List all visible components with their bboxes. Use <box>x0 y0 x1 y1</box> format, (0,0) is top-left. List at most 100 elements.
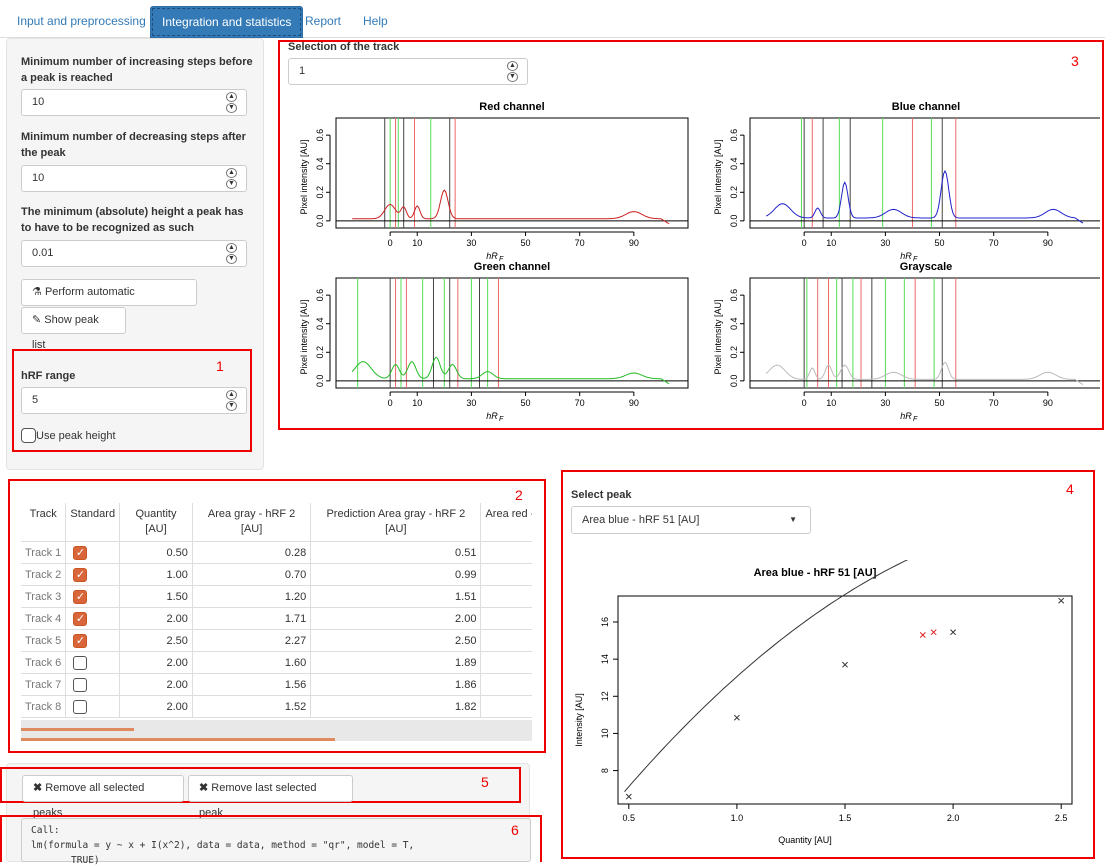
point-mark <box>842 661 848 668</box>
x-tick-label: 70 <box>575 398 585 408</box>
table-row[interactable]: Track 6 2.00 1.60 1.89 <box>21 651 532 674</box>
perform-integration-button[interactable]: ⚗ Perform automatic integration <box>21 279 197 323</box>
x-tick-label: 50 <box>935 398 945 408</box>
table-row[interactable]: Track 2 ✓ 1.00 0.70 0.99 <box>21 563 532 586</box>
data-point <box>625 793 632 800</box>
table-row[interactable]: Track 1 ✓ 0.50 0.28 0.51 <box>21 541 532 564</box>
area-cell: 1.60 <box>192 651 312 674</box>
track-selection-input[interactable]: 1 ▲ ▼ <box>288 58 528 85</box>
y-tick-label: 14 <box>600 654 610 664</box>
red-channel-plot: Red channel 0.0 0.2 0.4 0.6 Pixel intensity [… <box>299 101 689 263</box>
min-decreasing-label: Minimum number of decreasing steps after… <box>21 131 246 159</box>
standard-checkbox[interactable]: ✓ <box>73 567 88 582</box>
spinner-down-icon[interactable]: ▼ <box>226 254 237 264</box>
table-row[interactable]: Track 7 2.00 1.56 1.86 <box>21 673 532 696</box>
annotation-box-6 <box>0 815 542 862</box>
min-increasing-spinner[interactable]: ▲ ▼ <box>226 92 238 114</box>
green-channel-plot: Green channel 0.0 0.2 0.4 0.6 Pixel intensity… <box>299 261 689 423</box>
x-tick-label: 90 <box>629 238 639 248</box>
column-header-standard[interactable]: Standard <box>65 503 121 542</box>
plot-frame <box>335 277 689 389</box>
remove-last-peak-button[interactable]: ✖ Remove last selected peak <box>188 775 353 819</box>
x-tick-label: 50 <box>521 238 531 248</box>
y-tick-label: 0.0 <box>315 375 325 388</box>
min-height-value: 0.01 <box>32 247 54 259</box>
tab-report[interactable]: Report <box>305 14 342 28</box>
standard-checkbox[interactable]: ✓ <box>73 633 88 648</box>
spinner-up-icon[interactable]: ▲ <box>226 390 237 400</box>
spinner-up-icon[interactable]: ▲ <box>226 243 237 253</box>
column-header-quantity[interactable]: Quantity [AU] <box>119 503 193 542</box>
min-decreasing-input[interactable]: 10 ▲ ▼ <box>21 165 247 192</box>
annotation-number-3: 3 <box>1071 53 1079 69</box>
quantity-cell: 2.00 <box>119 695 193 718</box>
track-selection-label: Selection of the track <box>288 41 400 53</box>
tab-integration-statistics[interactable]: Integration and statistics <box>150 6 304 38</box>
spinner-down-icon[interactable]: ▼ <box>226 179 237 189</box>
table-row[interactable]: Track 4 ✓ 2.00 1.71 2.00 <box>21 607 532 630</box>
x-axis-label-subscript: F <box>499 256 504 263</box>
spinner-up-icon[interactable]: ▲ <box>226 168 237 178</box>
standard-checkbox[interactable]: ✓ <box>73 589 88 604</box>
annotation-number-5: 5 <box>481 774 489 790</box>
column-header-area-red[interactable]: Area red - <box>480 503 532 542</box>
hrf-range-spinner[interactable]: ▲ ▼ <box>226 390 238 412</box>
annotation-number-6: 6 <box>511 822 519 838</box>
standard-checkbox[interactable] <box>73 655 88 670</box>
x-axis-label: hR <box>900 411 912 421</box>
standard-cell: ✓ <box>65 541 121 564</box>
min-height-spinner[interactable]: ▲ ▼ <box>226 243 238 265</box>
standard-checkbox[interactable]: ✓ <box>73 611 88 626</box>
x-tick-label: 0.5 <box>623 813 636 823</box>
spinner-up-icon[interactable]: ▲ <box>226 92 237 102</box>
min-height-label: The minimum (absolute) height a peak has… <box>21 206 244 234</box>
standard-checkbox[interactable] <box>73 677 88 692</box>
remove-all-peaks-button[interactable]: ✖ Remove all selected peaks <box>22 775 184 819</box>
column-header-area[interactable]: Area gray - hRF 2 [AU] <box>192 503 312 542</box>
track-selection-spinner[interactable]: ▲ ▼ <box>507 61 519 83</box>
area-red-cell <box>480 585 532 608</box>
chart-title: Area blue - hRF 51 [AU] <box>754 567 877 579</box>
y-axis-label: Intensity [AU] <box>574 693 584 747</box>
table-row[interactable]: Track 3 ✓ 1.50 1.20 1.51 <box>21 585 532 608</box>
standard-checkbox[interactable] <box>73 699 88 714</box>
track-cell: Track 7 <box>21 673 67 696</box>
use-peak-height-checkbox[interactable] <box>21 428 36 443</box>
table-scrollbar-1[interactable] <box>21 728 134 731</box>
y-tick-label: 8 <box>600 768 610 773</box>
use-peak-height-row[interactable]: Use peak height <box>21 428 116 444</box>
table-scrollbar-2[interactable] <box>21 738 335 741</box>
y-axis-label: Pixel intensity [AU] <box>713 299 723 374</box>
show-peak-list-button[interactable]: ✎ Show peak list <box>21 307 126 351</box>
x-axis-label: hR <box>900 251 912 261</box>
standard-checkbox[interactable]: ✓ <box>73 545 88 560</box>
min-height-input[interactable]: 0.01 ▲ ▼ <box>21 240 247 267</box>
x-tick-label: 90 <box>1043 398 1053 408</box>
table-row[interactable]: Track 8 2.00 1.52 1.82 <box>21 695 532 718</box>
tab-help[interactable]: Help <box>363 14 388 28</box>
flask-icon: ⚗ <box>32 286 42 298</box>
data-point <box>842 661 848 668</box>
x-tick-label: 70 <box>989 238 999 248</box>
x-axis-label-subscript: F <box>913 416 918 423</box>
blue-intensity-series <box>765 169 1084 224</box>
y-tick-label: 0.2 <box>729 346 739 359</box>
x-axis-label-subscript: F <box>499 416 504 423</box>
table-row[interactable]: Track 5 ✓ 2.50 2.27 2.50 <box>21 629 532 652</box>
y-tick-label: 0.0 <box>729 375 739 388</box>
spinner-down-icon[interactable]: ▼ <box>507 72 518 82</box>
select-peak-label: Select peak <box>571 489 632 501</box>
column-header-prediction[interactable]: Prediction Area gray - hRF 2 [AU] <box>310 503 482 542</box>
point-mark <box>1058 597 1065 604</box>
min-decreasing-spinner[interactable]: ▲ ▼ <box>226 168 238 190</box>
spinner-up-icon[interactable]: ▲ <box>507 61 518 71</box>
min-increasing-input[interactable]: 10 ▲ ▼ <box>21 89 247 116</box>
select-peak-dropdown[interactable]: Area blue - hRF 51 [AU] ▼ <box>571 506 811 534</box>
spinner-down-icon[interactable]: ▼ <box>226 401 237 411</box>
spinner-down-icon[interactable]: ▼ <box>226 103 237 113</box>
area-cell: 1.56 <box>192 673 312 696</box>
tab-input-preprocessing[interactable]: Input and preprocessing <box>17 14 146 28</box>
hrf-range-input[interactable]: 5 ▲ ▼ <box>21 387 247 414</box>
column-header-track[interactable]: Track <box>21 503 67 542</box>
peak-table-header: Track Standard Quantity [AU] Area gray -… <box>21 503 532 542</box>
